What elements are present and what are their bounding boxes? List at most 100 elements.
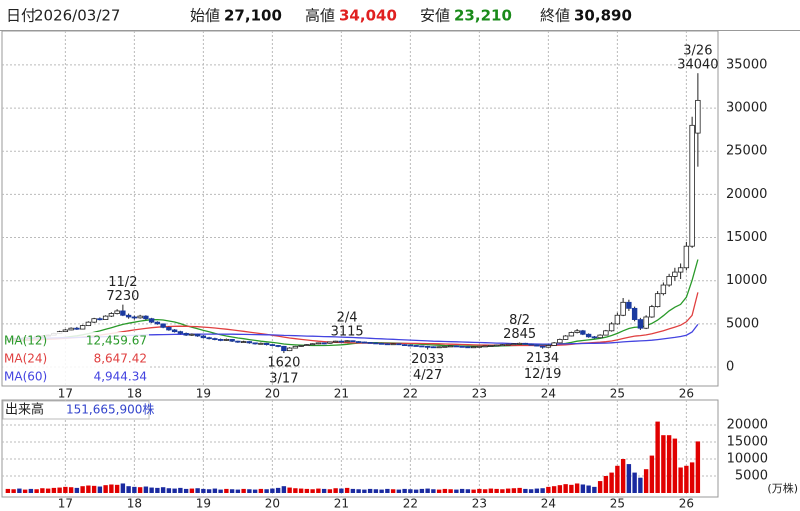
candle-body [580,330,586,335]
volume-bar [523,488,528,493]
y-tick-label: 10000 [726,273,767,288]
volume-bar [114,484,120,493]
candle-body [591,336,598,339]
candle-body [574,330,580,333]
volume-bar [396,489,402,493]
candle-body [200,335,207,339]
x-tick-label: 20 [265,387,280,401]
volume-bar [275,487,281,493]
volume-bar [103,485,108,493]
volume-bar [649,455,655,493]
volume-bar [80,486,85,493]
volume-unit: (万株) [767,481,798,495]
volume-bar [615,465,620,493]
volume-bar [327,489,333,493]
volume-bar [505,488,511,493]
volume-bar [454,489,459,493]
candle-body [258,342,264,345]
volume-bar [655,421,660,493]
volume-bar [132,486,137,493]
candle-body [390,343,396,346]
quote-value: 34,040 [339,7,397,25]
candle-body [614,314,621,325]
candle-body [620,301,626,316]
volume-bar [235,489,241,493]
annotation-value: 1620 [267,356,300,371]
volume-total: 151,665,900株 [66,402,154,417]
volume-bar [143,486,149,493]
volume-bar [86,485,91,493]
candle-body [298,345,304,347]
candle-body [344,340,350,343]
x-tick-label: 19 [196,387,211,401]
candle-body [442,345,448,348]
volume-bar [17,488,22,493]
volume-bar [603,475,609,493]
candle-body [545,345,552,348]
volume-bar [540,488,545,493]
candle-body [603,330,609,336]
candle-body [551,342,557,346]
candle-body [189,333,195,336]
candle-body [695,99,701,134]
volume-bar [431,489,436,493]
candle-body [482,345,488,348]
candle-body [597,334,603,339]
volume-bar [201,488,206,493]
volume-bar [459,488,465,493]
volume-bar [189,488,195,493]
candle-body [275,345,281,347]
x-tick-label: 24 [541,387,556,401]
quote-label: 終値 [540,7,570,25]
volume-bar [344,487,350,493]
y-tick-label: 15000 [727,434,768,449]
candle-body [568,332,575,337]
candle-body [683,245,690,269]
candle-body [407,344,414,347]
volume-bar [126,486,131,493]
volume-bar [465,489,471,493]
quote-label: 高値 [305,7,335,25]
volume-bar [471,489,476,493]
volume-bar [45,488,51,493]
y-tick-label: 5000 [726,316,759,331]
volume-bar [247,489,252,493]
candle-body [108,313,115,317]
candle-body [223,339,230,341]
candle-body [74,327,80,330]
legend-box [3,332,149,385]
candle-body [430,346,437,349]
volume-bar [68,487,74,493]
volume-bar [28,488,34,493]
volume-bar [310,489,315,493]
x-tick-label: 20 [265,497,280,511]
x-tick-label: 21 [334,387,349,401]
candle-body [378,342,385,345]
volume-bar [51,487,57,493]
candle-body [465,346,471,349]
candle-body [367,342,373,344]
legend-value: 8,647.42 [94,352,147,366]
annotation-date: 12/19 [524,367,561,382]
candle-body [327,341,333,344]
candle-body [654,293,661,308]
candle-body [436,346,442,349]
candle-body [125,314,132,318]
volume-bar [695,441,701,493]
candle-body [229,339,235,342]
candle-body [206,337,212,340]
candle-body [177,331,184,334]
x-tick-label: 24 [541,497,556,511]
volume-bar [390,489,396,493]
annotation-date: 8/2 [509,313,530,328]
x-tick-label: 23 [472,497,487,511]
y-tick-label: 10000 [727,451,768,466]
candle-body [217,339,224,341]
candle-body [689,124,695,247]
volume-bar [155,487,160,493]
candle-body [672,271,678,277]
annotation-value: 2033 [411,352,444,367]
volume-bar [333,488,338,493]
volume-bar [91,485,97,493]
